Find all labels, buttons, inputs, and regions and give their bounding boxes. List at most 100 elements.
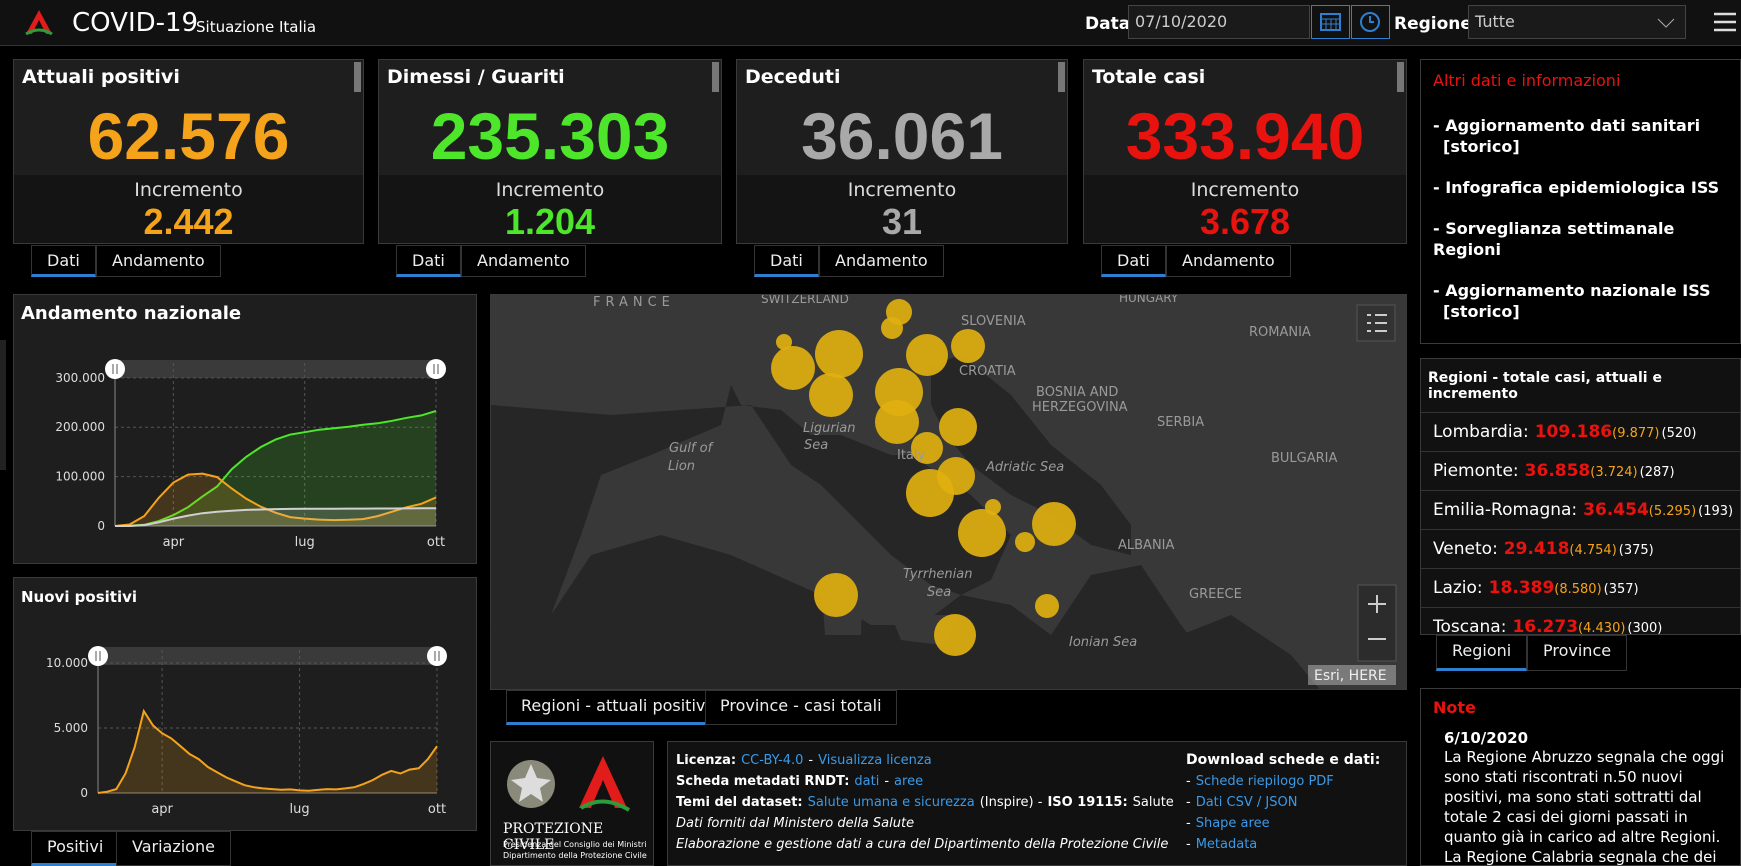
sea	[931, 355, 1131, 555]
footer-text[interactable]: CC-BY-4.0	[741, 753, 804, 768]
footer-text[interactable]: Metadata	[1195, 837, 1258, 852]
tab[interactable]: Andamento	[1166, 245, 1291, 277]
logo-sub: Presidenza del Consiglio dei Ministri	[503, 840, 647, 849]
footer-text[interactable]: Visualizza licenza	[818, 753, 932, 768]
region-increment: (375)	[1618, 543, 1654, 558]
info-panel: Altri dati e informazioni - Aggiornament…	[1420, 59, 1741, 344]
footer-text: ISO 19115:	[1047, 795, 1128, 810]
emblems	[507, 756, 631, 812]
footer-text: Dati forniti dal Ministero della Salute	[676, 816, 915, 831]
tab[interactable]: Province	[1527, 635, 1628, 671]
kpi-label: Deceduti	[745, 66, 841, 88]
attribution-bg	[1308, 665, 1396, 685]
footer-text: Licenza:	[676, 753, 737, 768]
tab[interactable]: Regioni - attuali positivi	[506, 690, 725, 725]
kpi-card: Totale casi 333.940 Incremento 3.678	[1083, 59, 1407, 244]
calendar-button[interactable]	[1311, 5, 1350, 39]
region-current: (4.754)	[1569, 543, 1617, 558]
y-tick-label: 0	[97, 519, 105, 533]
menu-button[interactable]	[1712, 10, 1738, 34]
footer-text: -	[808, 753, 814, 768]
map-label: ALBANIA	[1118, 538, 1175, 553]
y-tick-label: 5.000	[54, 721, 88, 735]
map-label: SLOVENIA	[961, 314, 1026, 329]
chart: Andamento nazionale 0 100.000 200.000 300.00…	[21, 303, 446, 550]
y-tick-label: 0	[80, 786, 88, 800]
chart-panel: Andamento nazionale 0 100.000 200.000 300.00…	[13, 294, 477, 564]
note-date: 6/10/2020	[1444, 729, 1529, 747]
kpi-card: Deceduti 36.061 Incremento 31	[736, 59, 1068, 244]
kpi-increment-area: Incremento 3.678	[1084, 175, 1406, 243]
footer-text[interactable]: Salute umana e sicurezza	[807, 795, 975, 810]
region-row[interactable]: Veneto: 29.418(4.754) (375)	[1421, 529, 1740, 568]
y-tick-label: 200.000	[55, 420, 105, 434]
region-total: 18.389	[1488, 578, 1555, 598]
tab[interactable]: Dati	[396, 245, 461, 277]
download-title: Download schede e dati:	[1186, 752, 1381, 768]
info-item[interactable]: - Infografica epidemiologica ISS	[1433, 177, 1728, 198]
region-increment: (193)	[1698, 504, 1734, 519]
y-tick-label: 100.000	[55, 470, 105, 484]
x-tick-label: apr	[151, 802, 173, 817]
tab[interactable]: Dati	[754, 245, 819, 277]
side-handle[interactable]	[0, 340, 6, 470]
slider-handle[interactable]	[427, 646, 447, 666]
legend-button[interactable]	[1356, 304, 1396, 342]
info-item[interactable]: - Aggiornamento nazionale ISS [storico]	[1433, 280, 1728, 322]
footer-line: - Dati CSV / JSON	[1186, 792, 1380, 813]
info-text: [storico]	[1443, 302, 1520, 321]
logo-title: PROTEZIONE CIVILE	[503, 821, 604, 853]
calendar-icon	[1320, 13, 1341, 31]
kpi-increment-label: Incremento	[1190, 179, 1300, 201]
tab[interactable]: Andamento	[461, 245, 586, 277]
region-row[interactable]: Emilia-Romagna: 36.454(5.295) (193)	[1421, 490, 1740, 529]
sea	[491, 535, 1051, 689]
info-item[interactable]: - Sorveglianza settimanale Regioni	[1433, 218, 1728, 260]
range-slider	[115, 360, 436, 378]
region-row[interactable]: Toscana: 16.273(4.430) (300)	[1421, 607, 1740, 646]
region-current: (5.295)	[1648, 504, 1697, 519]
region-name: Lazio:	[1433, 578, 1483, 598]
time-button[interactable]	[1351, 5, 1390, 39]
region-row[interactable]: Piemonte: 36.858(3.724) (287)	[1421, 451, 1740, 490]
footer-text[interactable]: Dati CSV / JSON	[1195, 795, 1298, 810]
region-total: 29.418	[1503, 539, 1570, 559]
date-input[interactable]: 07/10/2020	[1128, 5, 1310, 39]
footer-text[interactable]: dati	[854, 774, 880, 789]
tab[interactable]: Dati	[31, 245, 96, 277]
logo-sub: Dipartimento della Protezione Civile	[503, 851, 647, 860]
map-label: CROATIA	[959, 364, 1016, 379]
footer-text[interactable]: Schede riepilogo PDF	[1195, 774, 1334, 789]
map-label: Tyrrhenian	[903, 567, 973, 582]
map-label: Sea	[927, 585, 951, 600]
map-label: Adriatic Sea	[985, 460, 1064, 475]
tab[interactable]: Regioni	[1436, 635, 1528, 671]
series-area	[115, 473, 436, 526]
region-current: (4.430)	[1578, 621, 1626, 636]
tab[interactable]: Province - casi totali	[705, 690, 897, 725]
region-row[interactable]: Lombardia: 109.186(9.877) (520)	[1421, 412, 1740, 451]
footer-text[interactable]: Shape aree	[1195, 816, 1270, 831]
info-item[interactable]: - Aggiornamento dati sanitari [storico]	[1433, 115, 1728, 157]
tab[interactable]: Positivi	[31, 831, 120, 866]
map[interactable]: FRANCE SWITZERLAND HUNGARY SLOVENIA ROMA…	[490, 294, 1407, 690]
tab[interactable]: Dati	[1101, 245, 1166, 277]
region-row[interactable]: Lazio: 18.389(8.580) (357)	[1421, 568, 1740, 607]
tab[interactable]: Andamento	[819, 245, 944, 277]
footer-text: -	[884, 774, 890, 789]
footer-text: (Inspire) -	[979, 795, 1043, 810]
slider-handle[interactable]	[105, 359, 125, 379]
region-select[interactable]: Tutte	[1468, 5, 1686, 39]
footer-text[interactable]: aree	[894, 774, 924, 789]
slider-handle[interactable]	[426, 359, 446, 379]
map-label: FRANCE	[593, 295, 675, 310]
clock-icon	[1360, 12, 1380, 32]
sea	[1051, 565, 1230, 689]
footer-text: -	[1186, 816, 1191, 831]
kpi-increment-label: Incremento	[495, 179, 605, 201]
tab[interactable]: Andamento	[96, 245, 221, 277]
slider-handle[interactable]	[88, 646, 108, 666]
tab[interactable]: Variazione	[116, 831, 231, 866]
slider-grip	[434, 651, 440, 661]
